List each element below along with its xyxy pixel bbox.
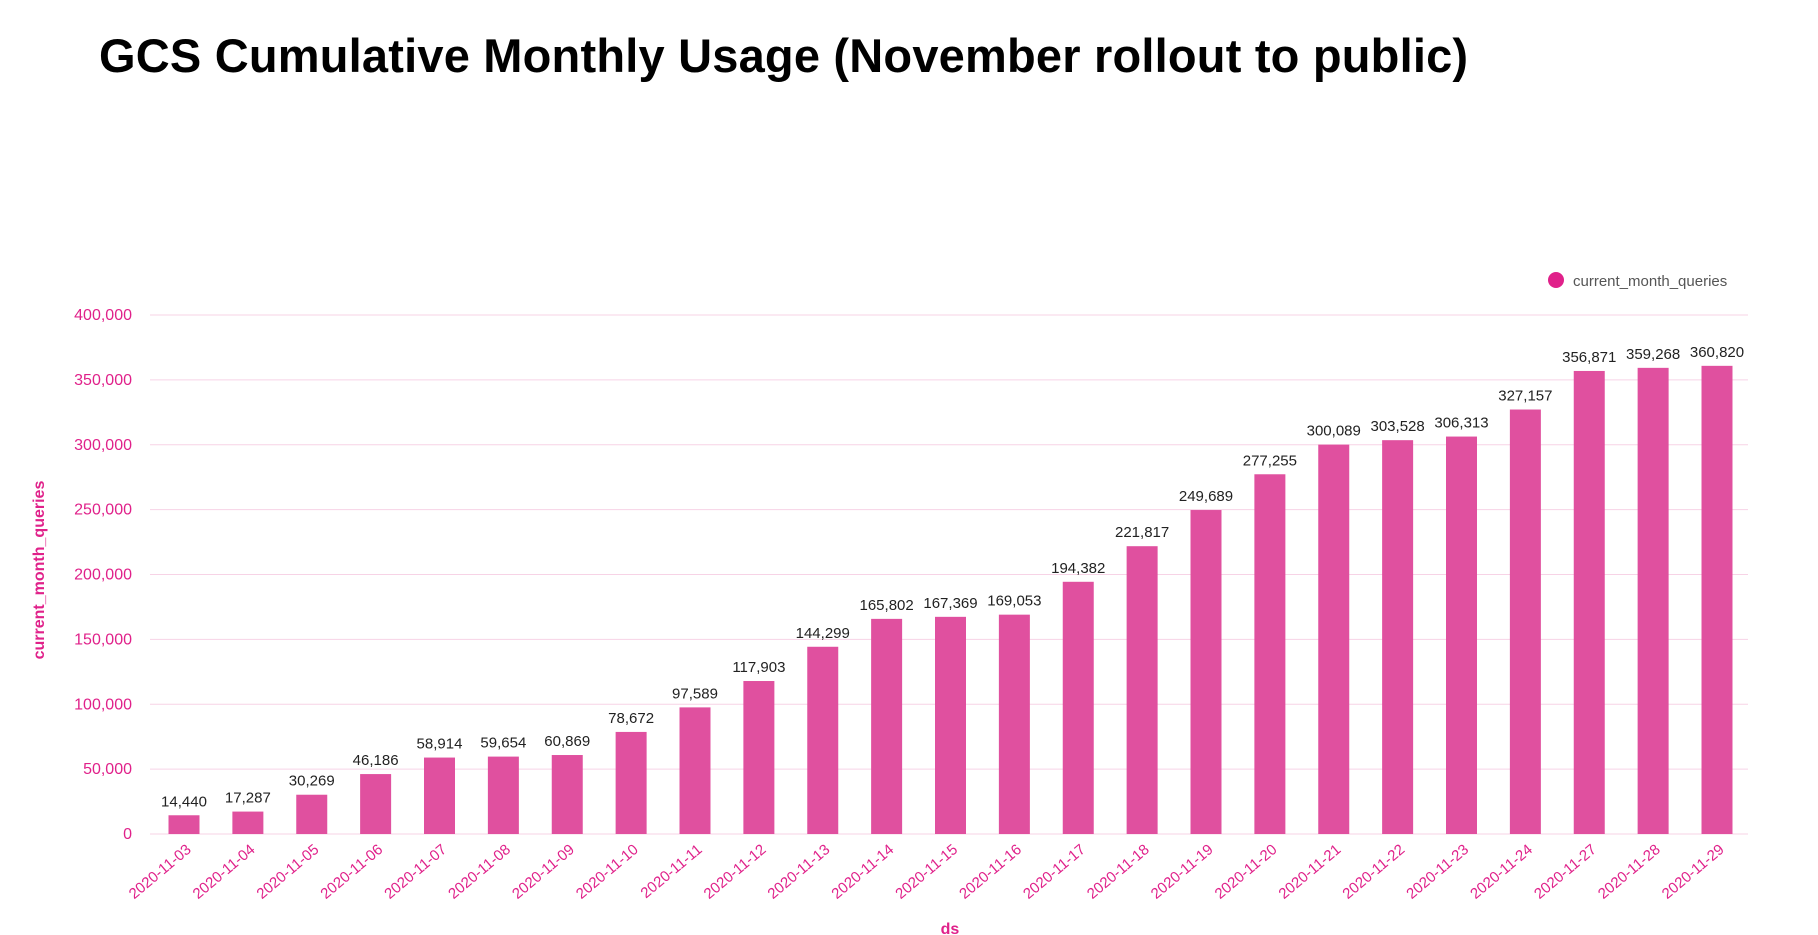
y-axis-ticks: 0 50,000 100,000 150,000 200,000 250,000 300,0… <box>74 307 132 843</box>
y-tick-label: 300,000 <box>74 437 132 454</box>
data-label: 169,053 <box>987 593 1041 610</box>
x-tick-label: 2020-11-06 <box>317 841 386 903</box>
y-tick-label: 150,000 <box>74 631 132 648</box>
bar <box>168 815 200 834</box>
y-tick-label: 0 <box>123 826 132 843</box>
x-tick-label: 2020-11-07 <box>381 841 450 903</box>
bar <box>807 646 839 834</box>
legend: current_month_queries <box>1548 272 1727 290</box>
x-tick-label: 2020-11-23 <box>1403 841 1472 903</box>
data-label: 303,528 <box>1371 418 1425 435</box>
y-tick-label: 250,000 <box>74 502 132 519</box>
data-label: 30,269 <box>289 773 335 790</box>
data-label: 360,820 <box>1690 344 1744 361</box>
y-tick-label: 100,000 <box>74 696 132 713</box>
bar <box>551 755 583 834</box>
x-tick-label: 2020-11-08 <box>445 841 514 903</box>
data-label: 306,313 <box>1434 415 1488 432</box>
bar <box>232 811 264 834</box>
y-tick-label: 350,000 <box>74 372 132 389</box>
bar <box>679 707 711 834</box>
y-axis-title: current_month_queries <box>31 481 48 660</box>
data-label: 277,255 <box>1243 452 1297 469</box>
data-label: 356,871 <box>1562 349 1616 366</box>
y-tick-label: 50,000 <box>83 761 132 778</box>
data-label: 14,440 <box>161 793 207 810</box>
data-label: 58,914 <box>417 736 463 753</box>
data-label: 167,369 <box>923 595 977 612</box>
x-tick-label: 2020-11-03 <box>126 841 195 903</box>
x-tick-label: 2020-11-17 <box>1020 841 1089 903</box>
bars <box>168 365 1733 834</box>
x-tick-label: 2020-11-10 <box>573 841 642 903</box>
data-label: 194,382 <box>1051 560 1105 577</box>
bar <box>1701 365 1733 834</box>
x-tick-label: 2020-11-19 <box>1148 841 1217 903</box>
data-labels: 14,440 17,287 30,269 46,186 58,914 59,654 60,8… <box>161 344 1744 810</box>
x-tick-label: 2020-11-15 <box>892 841 961 903</box>
bar <box>1318 444 1350 834</box>
x-tick-label: 2020-11-12 <box>701 841 770 903</box>
data-label: 46,186 <box>353 752 399 769</box>
bar <box>1509 409 1541 834</box>
data-label: 221,817 <box>1115 524 1169 541</box>
x-tick-label: 2020-11-04 <box>190 841 259 903</box>
bar <box>1190 510 1222 834</box>
y-tick-label: 200,000 <box>74 567 132 584</box>
x-tick-label: 2020-11-05 <box>253 841 322 903</box>
bar <box>743 681 775 834</box>
page-title: GCS Cumulative Monthly Usage (November r… <box>99 29 1469 82</box>
data-label: 144,299 <box>796 625 850 642</box>
x-tick-label: 2020-11-29 <box>1659 841 1728 903</box>
data-label: 165,802 <box>860 597 914 614</box>
x-axis-title: ds <box>941 921 960 935</box>
data-label: 249,689 <box>1179 488 1233 505</box>
bar <box>424 757 455 834</box>
data-label: 17,287 <box>225 790 271 807</box>
y-tick-label: 400,000 <box>74 307 132 324</box>
bar <box>1254 474 1286 834</box>
x-tick-label: 2020-11-21 <box>1275 841 1344 903</box>
x-tick-label: 2020-11-09 <box>509 841 578 903</box>
x-tick-label: 2020-11-16 <box>956 841 1025 903</box>
bar <box>871 618 903 834</box>
x-tick-label: 2020-11-28 <box>1595 841 1664 903</box>
bar <box>615 731 647 834</box>
x-tick-label: 2020-11-27 <box>1531 841 1600 903</box>
bar <box>487 756 519 834</box>
data-label: 78,672 <box>608 710 654 727</box>
legend-swatch <box>1548 272 1564 288</box>
bar <box>296 794 328 834</box>
data-label: 359,268 <box>1626 346 1680 363</box>
x-tick-label: 2020-11-22 <box>1339 841 1408 903</box>
data-label: 59,654 <box>480 735 526 752</box>
x-axis-ticks: 2020-11-032020-11-042020-11-052020-11-06… <box>126 841 1728 903</box>
x-tick-label: 2020-11-11 <box>638 841 706 902</box>
data-label: 327,157 <box>1498 388 1552 405</box>
data-label: 60,869 <box>544 733 590 750</box>
data-label: 117,903 <box>732 659 785 676</box>
x-tick-label: 2020-11-18 <box>1084 841 1153 903</box>
data-label: 97,589 <box>672 685 718 702</box>
bar <box>1382 440 1414 834</box>
x-tick-label: 2020-11-24 <box>1467 841 1536 903</box>
data-label: 300,089 <box>1307 423 1361 440</box>
bar <box>1573 370 1605 834</box>
bar <box>1637 367 1669 834</box>
bar <box>360 774 392 834</box>
x-tick-label: 2020-11-20 <box>1212 841 1281 903</box>
bar <box>1446 436 1477 834</box>
bar <box>935 616 966 834</box>
x-tick-label: 2020-11-14 <box>828 841 897 903</box>
bar <box>998 614 1030 834</box>
x-tick-label: 2020-11-13 <box>764 841 833 903</box>
legend-label: current_month_queries <box>1573 273 1727 290</box>
bar <box>1062 581 1094 834</box>
bar <box>1126 546 1158 834</box>
